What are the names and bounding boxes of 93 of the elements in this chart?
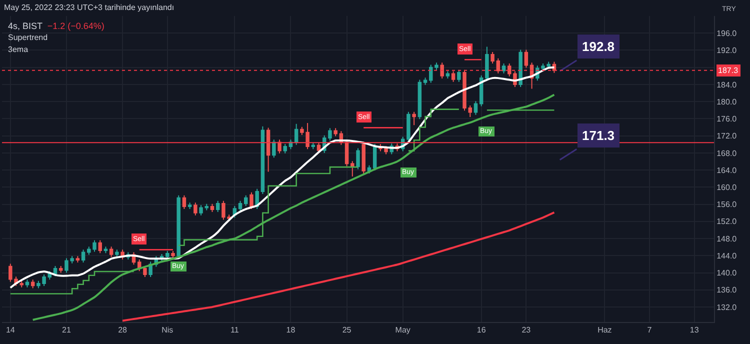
x-tick-label: 23 [522,326,532,335]
x-tick-label: 7 [647,326,652,335]
annotation: 192.8 [582,39,615,54]
x-tick-label: May [395,326,410,335]
y-tick-label: 180.0 [716,97,738,106]
candlestick [210,203,214,213]
candlestick [171,250,175,259]
candlestick [244,194,248,207]
candlestick [272,139,276,158]
candlestick [30,279,35,289]
line-series [9,66,556,289]
candlestick [204,203,208,211]
x-tick-label: 28 [118,326,128,335]
candlestick [199,204,203,216]
y-tick-label: 136.0 [716,286,738,295]
annotation: Supertrend [8,33,48,42]
y-tick-label: 164.0 [716,166,738,175]
candlestick [109,246,114,258]
candlestick [496,58,500,74]
candlestick [502,63,506,74]
candlestick [216,200,220,213]
candlestick [143,265,147,278]
candlestick [462,69,466,112]
x-tick-label: 11 [230,326,240,335]
candlestick [266,127,270,172]
x-tick-label: 18 [286,326,296,335]
y-tick-label: 184.0 [716,80,738,90]
candlestick [311,142,316,150]
annotation: 3ema [8,45,29,54]
candlestick [278,139,282,154]
candlestick [182,194,186,210]
y-tick-label: 152.0 [716,217,738,226]
candlestick [518,49,522,88]
y-tick-label: 196.0 [716,28,738,38]
y-tick-label: 156.0 [716,200,738,210]
y-tick-label: 160.0 [716,182,738,192]
x-tick-label: 16 [476,326,486,335]
candlestick [485,46,489,82]
candlestick [238,200,242,212]
candlestick [412,111,416,126]
y-tick-label: 144.0 [716,251,738,260]
text: 4s, BIST [8,21,42,31]
text: −1.2 (−0.64%) [47,21,104,31]
candlestick [250,192,254,210]
y-tick-label: 168.0 [716,148,738,158]
candlestick [468,104,472,118]
x-tick-label: 13 [690,326,700,335]
x-tick-label: Nis [162,326,174,335]
candlestick [406,111,410,142]
line-series [122,211,556,322]
y-tick-label: 132.0 [716,302,738,312]
candlestick [328,128,332,142]
candlestick [334,128,338,137]
candlestick [490,51,494,64]
y-tick-label: 192.0 [716,46,738,56]
x-tick-label: 14 [6,326,16,335]
candlestick [25,279,30,288]
candlestick [81,249,86,264]
candlestick [294,123,298,146]
candlestick [356,148,360,170]
candlestick [440,62,444,79]
annotation: 171.3 [582,128,615,143]
candlestick [423,77,428,86]
x-tick-label: 25 [342,326,352,335]
candlestick [104,246,108,254]
candlestick [283,143,287,154]
y-tick-label: 140.0 [716,268,738,278]
ref-line-label: 187.3 [718,66,739,75]
candlestick [98,240,102,254]
candlestick [451,70,456,82]
x-tick-label: Haz [598,326,612,335]
candlestick [474,100,478,116]
candlestick [166,250,170,260]
y-tick-label: 172.0 [716,132,738,141]
candlestick [418,79,422,120]
text: May 25, 2022 23:23 UTC+3 tarihinde yayınlandı [4,3,174,12]
candlestick [524,49,528,68]
candlestick [76,256,80,264]
y-tick-label: 148.0 [716,234,738,244]
candlestick [362,141,366,175]
candlestick [260,126,265,195]
candlestick [176,194,180,259]
candlestick [20,280,24,288]
candlestick [457,69,461,82]
x-tick-label: 21 [62,326,72,335]
candlestick [115,249,119,258]
candlestick [446,70,450,79]
y-tick-label: 176.0 [716,114,738,124]
candlestick [58,265,63,274]
candlestick [508,63,512,77]
candlestick [194,202,198,216]
candlestick [350,160,354,177]
candlestick [188,202,192,210]
